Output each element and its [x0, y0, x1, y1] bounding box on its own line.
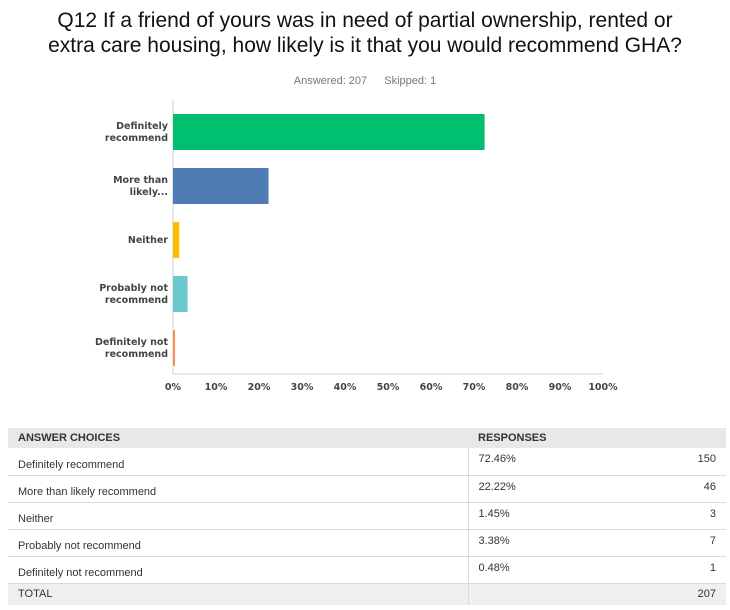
x-tick-label-5: 50% — [377, 382, 400, 393]
bar-1 — [173, 168, 269, 204]
response-percent: 72.46% — [467, 448, 624, 476]
header-answer-choices: ANSWER CHOICES — [8, 428, 468, 448]
response-percent: 3.38% — [467, 529, 624, 557]
category-label-4-0: Definitely not — [95, 337, 168, 348]
category-label-4-1: recommend — [105, 349, 168, 360]
table-row: Probably not recommend 3.38% 7 — [8, 529, 726, 557]
bar-3 — [173, 276, 188, 312]
table-row: More than likely recommend 22.22% 46 — [8, 475, 726, 503]
question-title-line1: Q12 If a friend of yours was in need of … — [57, 9, 673, 32]
table-row: Neither 1.45% 3 — [8, 502, 726, 530]
category-label-3-0: Probably not — [99, 283, 168, 294]
x-tick-label-10: 100% — [588, 382, 618, 393]
responses-table: ANSWER CHOICES RESPONSES Definitely reco… — [8, 428, 726, 605]
answer-choice-label: Definitely not recommend — [8, 556, 468, 584]
question-title-line2: extra care housing, how likely is it tha… — [48, 34, 682, 57]
response-count: 150 — [623, 448, 726, 476]
question-title: Q12 If a friend of yours was in need of … — [0, 8, 730, 58]
answer-choice-label: Probably not recommend — [8, 529, 468, 557]
x-tick-label-3: 30% — [291, 382, 314, 393]
x-tick-label-1: 10% — [205, 382, 228, 393]
table-header-row: ANSWER CHOICES RESPONSES — [8, 428, 726, 448]
bar-2 — [173, 222, 180, 258]
total-row: TOTAL 207 — [8, 583, 726, 605]
category-label-0-1: recommend — [105, 133, 168, 144]
response-count: 1 — [623, 556, 726, 584]
x-tick-label-8: 80% — [506, 382, 529, 393]
table-row: Definitely not recommend 0.48% 1 — [8, 556, 726, 584]
response-count: 3 — [623, 502, 726, 530]
x-tick-label-2: 20% — [248, 382, 271, 393]
category-label-3-1: recommend — [105, 295, 168, 306]
response-meta: Answered: 207 Skipped: 1 — [0, 75, 730, 87]
response-count: 46 — [623, 475, 726, 503]
total-percent — [467, 583, 624, 605]
x-tick-label-4: 40% — [334, 382, 357, 393]
category-label-1-0: More than — [113, 175, 168, 186]
category-label-1-1: likely... — [130, 187, 168, 198]
x-tick-label-9: 90% — [549, 382, 572, 393]
response-percent: 0.48% — [467, 556, 624, 584]
x-tick-label-7: 70% — [463, 382, 486, 393]
response-percent: 22.22% — [467, 475, 624, 503]
x-tick-label-6: 60% — [420, 382, 443, 393]
skipped-count: Skipped: 1 — [384, 75, 437, 87]
answer-choice-label: More than likely recommend — [8, 475, 468, 503]
category-label-0-0: Definitely — [116, 121, 169, 132]
total-label: TOTAL — [8, 583, 468, 605]
table-body: Definitely recommend 72.46% 150 More than l… — [8, 448, 726, 605]
x-tick-label-0: 0% — [165, 382, 182, 393]
bar-4 — [173, 330, 176, 366]
answer-choice-label: Definitely recommend — [8, 448, 468, 476]
header-responses: RESPONSES — [468, 428, 726, 448]
answered-count: Answered: 207 — [293, 75, 368, 87]
response-percent: 1.45% — [467, 502, 624, 530]
category-label-2-0: Neither — [128, 235, 168, 246]
total-count: 207 — [623, 583, 726, 605]
response-count: 7 — [623, 529, 726, 557]
bar-0 — [173, 114, 485, 150]
table-row: Definitely recommend 72.46% 150 — [8, 448, 726, 476]
answer-choice-label: Neither — [8, 502, 468, 530]
